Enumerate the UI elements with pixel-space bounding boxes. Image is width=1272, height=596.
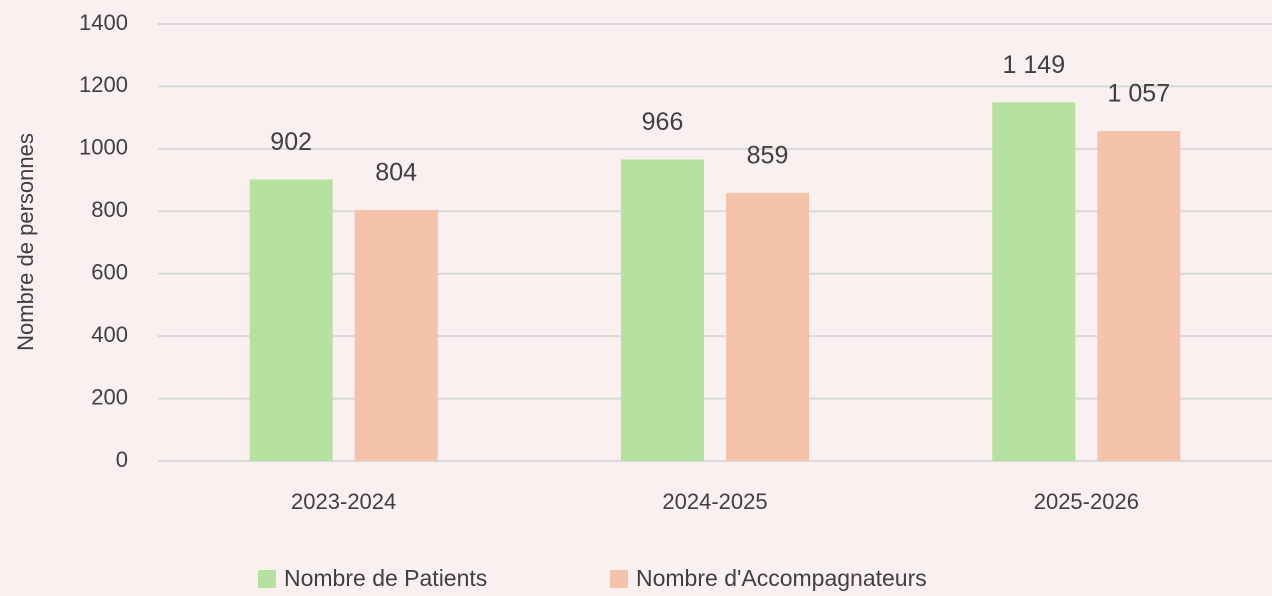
bar xyxy=(249,179,333,461)
bar xyxy=(992,102,1076,462)
y-tick-label: 0 xyxy=(116,447,128,472)
x-tick-label: 2023-2024 xyxy=(291,489,396,514)
y-tick-label: 1000 xyxy=(79,135,128,160)
legend-label: Nombre de Patients xyxy=(284,565,487,591)
data-label: 966 xyxy=(642,108,684,136)
y-axis-label: Nombre de personnes xyxy=(13,133,38,351)
y-tick-label: 400 xyxy=(91,322,128,347)
y-tick-label: 800 xyxy=(91,197,128,222)
legend-swatch xyxy=(258,570,276,588)
y-tick-label: 600 xyxy=(91,260,128,285)
bar xyxy=(726,192,809,461)
bar xyxy=(621,159,704,461)
data-label: 1 057 xyxy=(1108,80,1171,108)
data-label: 1 149 xyxy=(1003,51,1066,79)
y-tick-label: 200 xyxy=(91,384,128,409)
legend-swatch xyxy=(610,570,628,588)
x-tick-label: 2024-2025 xyxy=(662,489,767,514)
legend-label: Nombre d'Accompagnateurs xyxy=(636,565,927,591)
y-tick-label: 1200 xyxy=(79,72,128,97)
bar xyxy=(354,210,438,461)
y-tick-label: 1400 xyxy=(79,10,128,35)
data-label: 859 xyxy=(747,141,789,169)
bar xyxy=(1097,131,1181,461)
x-tick-label: 2025-2026 xyxy=(1034,489,1139,514)
data-label: 902 xyxy=(270,128,312,156)
data-label: 804 xyxy=(375,159,417,187)
